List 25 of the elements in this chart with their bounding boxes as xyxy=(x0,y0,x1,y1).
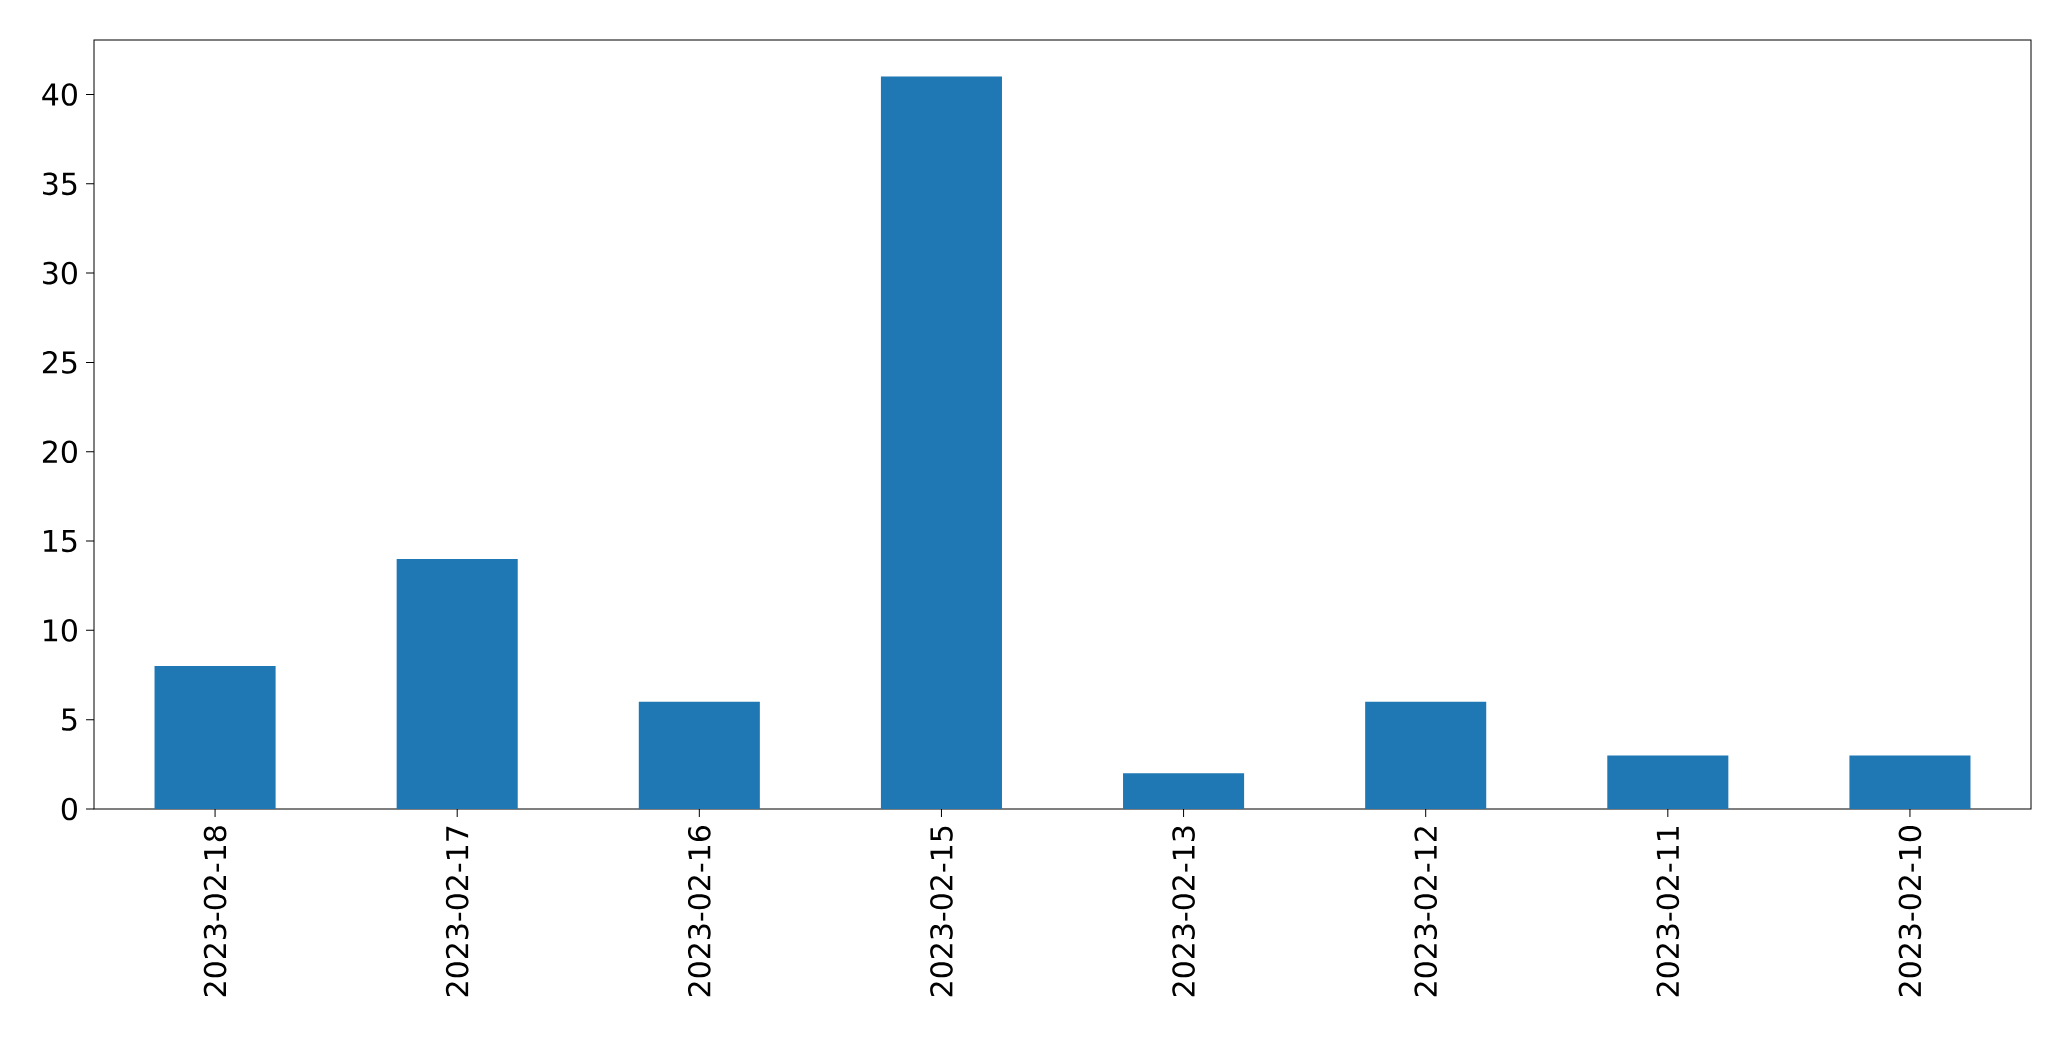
bar xyxy=(1607,755,1729,809)
bar xyxy=(154,666,276,809)
x-tick-label: 2023-02-15 xyxy=(930,826,953,997)
x-tick-label: 2023-02-13 xyxy=(1172,826,1195,997)
y-tick-label: 25 xyxy=(42,351,77,374)
x-tick-label: 2023-02-17 xyxy=(445,826,469,997)
x-tick-label: 2023-02-12 xyxy=(1414,827,1438,997)
y-tick-label: 15 xyxy=(44,529,77,553)
y-tick-label: 0 xyxy=(61,797,77,821)
y-tick-label: 5 xyxy=(62,708,77,731)
x-tick-label: 2023-02-11 xyxy=(1656,826,1680,997)
y-tick-label: 35 xyxy=(43,172,77,196)
x-tick-label: 2023-02-10 xyxy=(1898,826,1922,997)
y-tick-label: 30 xyxy=(43,261,77,285)
y-tick-label: 40 xyxy=(42,83,77,106)
bar xyxy=(1123,773,1245,809)
y-tick-label: 10 xyxy=(44,619,77,642)
bar xyxy=(1365,701,1487,809)
bar xyxy=(1849,755,1971,809)
x-tick-label: 2023-02-18 xyxy=(203,826,227,997)
bar xyxy=(396,558,518,809)
bar xyxy=(880,76,1002,809)
x-tick-label: 2023-02-16 xyxy=(687,826,711,997)
y-tick-label: 20 xyxy=(42,440,77,464)
bar xyxy=(638,701,760,809)
